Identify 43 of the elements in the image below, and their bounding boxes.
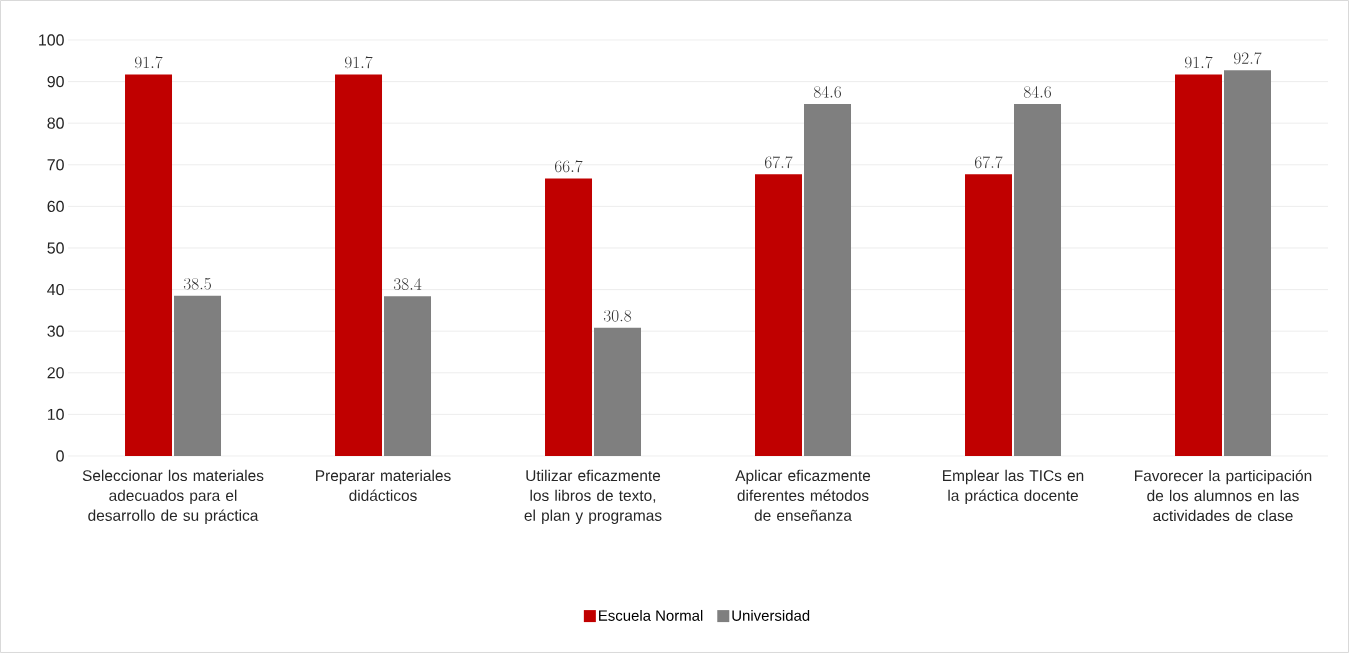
x-tick-label: Favorecer la participación de los alumnos en las actividades de clase <box>1135 469 1312 522</box>
y-tick-label: 10 <box>47 408 64 421</box>
y-tick-label: 60 <box>47 200 64 213</box>
y-tick-label: 0 <box>56 450 64 462</box>
bar <box>965 174 1013 456</box>
data-label: 38.5 <box>183 277 211 290</box>
data-label: 38.4 <box>393 278 422 291</box>
bar <box>1014 104 1062 456</box>
bar <box>174 295 222 456</box>
y-tick-label: 20 <box>47 367 64 379</box>
legend-label: Universidad <box>732 609 810 621</box>
x-tick-label: Aplicar eficazmente diferentes métodos de enseñanza <box>735 469 871 521</box>
data-label: 91 .7 <box>134 56 163 69</box>
data-label: 91 .7 <box>344 56 373 69</box>
bar <box>384 296 432 456</box>
x-tick-label: Emplear las TICs en la práctica docente <box>943 469 1084 505</box>
bar <box>545 178 593 456</box>
bar <box>804 104 852 456</box>
y-tick-label: 50 <box>47 242 64 254</box>
y-tick-label: 30 <box>47 325 64 337</box>
x-tick-label: Preparar materiales didácticos <box>316 469 451 501</box>
legend-label: Escuela Normal <box>599 609 703 621</box>
data-label: 30.8 <box>603 309 632 322</box>
bar <box>125 74 173 456</box>
bar <box>1224 70 1271 456</box>
data-label: 92.7 <box>1233 52 1262 65</box>
data-label: 84.6 <box>813 86 842 98</box>
y-tick-label: 80 <box>47 117 64 129</box>
bar <box>594 327 642 456</box>
data-label: 66.7 <box>554 160 583 173</box>
data-label: 84.6 <box>1023 86 1052 98</box>
data-label: 91 .7 <box>1184 56 1213 69</box>
y-tick-label: 90 <box>47 75 64 88</box>
y-tick-label: 100 <box>39 34 64 46</box>
bar <box>1175 74 1223 456</box>
x-tick-label: Seleccionar los materiales adecuados para el desarrollo de su práctica <box>82 469 264 524</box>
data-label: 67.7 <box>764 156 793 169</box>
x-tick-label: Utilizar eficazmente los libros de texto, el plan y programas <box>524 469 662 524</box>
y-tick-label: 70 <box>47 159 64 171</box>
bar <box>335 74 383 456</box>
data-label: 67.7 <box>974 156 1003 169</box>
bar <box>755 174 803 456</box>
y-tick-label: 40 <box>47 283 64 296</box>
